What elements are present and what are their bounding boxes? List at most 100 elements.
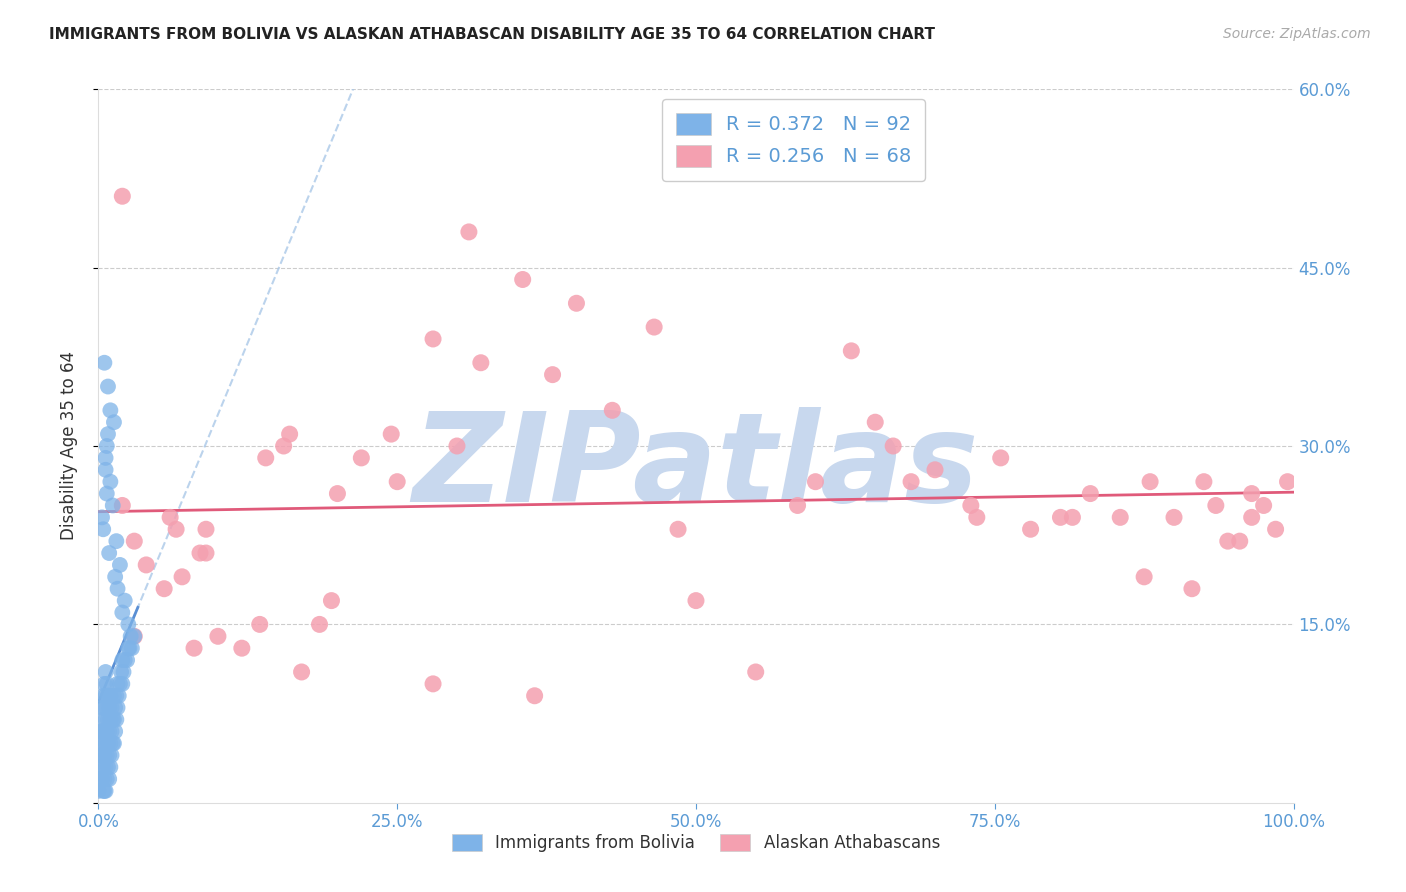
Point bbox=[188, 546, 211, 560]
Point bbox=[104, 724, 127, 739]
Point bbox=[882, 439, 904, 453]
Point bbox=[1133, 570, 1156, 584]
Point bbox=[804, 475, 827, 489]
Point bbox=[90, 748, 112, 763]
Point bbox=[97, 760, 120, 774]
Point bbox=[470, 356, 492, 370]
Point bbox=[273, 439, 295, 453]
Point bbox=[458, 225, 481, 239]
Point bbox=[249, 617, 271, 632]
Point bbox=[98, 748, 121, 763]
Point bbox=[159, 510, 181, 524]
Point bbox=[111, 677, 134, 691]
Point bbox=[104, 570, 127, 584]
Point bbox=[107, 582, 129, 596]
Point bbox=[94, 450, 117, 465]
Point bbox=[91, 689, 114, 703]
Point bbox=[100, 724, 122, 739]
Point bbox=[124, 534, 146, 549]
Point bbox=[865, 415, 887, 429]
Point bbox=[91, 522, 114, 536]
Point bbox=[101, 499, 124, 513]
Point bbox=[100, 748, 122, 763]
Point bbox=[446, 439, 468, 453]
Point bbox=[105, 534, 128, 549]
Point bbox=[98, 475, 122, 489]
Point bbox=[1229, 534, 1251, 549]
Point bbox=[97, 689, 120, 703]
Point bbox=[308, 617, 330, 632]
Point bbox=[100, 700, 122, 714]
Point bbox=[98, 724, 121, 739]
Point bbox=[207, 629, 229, 643]
Point bbox=[94, 784, 117, 798]
Point bbox=[91, 724, 114, 739]
Point bbox=[117, 617, 139, 632]
Point bbox=[111, 499, 134, 513]
Point bbox=[666, 522, 689, 536]
Point bbox=[841, 343, 863, 358]
Point bbox=[93, 700, 115, 714]
Point bbox=[422, 677, 444, 691]
Point bbox=[602, 403, 624, 417]
Point bbox=[107, 700, 129, 714]
Point bbox=[96, 748, 118, 763]
Point bbox=[105, 713, 128, 727]
Point bbox=[90, 724, 112, 739]
Point bbox=[117, 641, 139, 656]
Point bbox=[107, 677, 129, 691]
Point bbox=[96, 486, 118, 500]
Point bbox=[91, 713, 114, 727]
Point bbox=[107, 689, 129, 703]
Point bbox=[96, 677, 118, 691]
Point bbox=[98, 700, 121, 714]
Point bbox=[105, 689, 128, 703]
Point bbox=[91, 510, 114, 524]
Legend: Immigrants from Bolivia, Alaskan Athabascans: Immigrants from Bolivia, Alaskan Athabas… bbox=[446, 827, 946, 859]
Point bbox=[231, 641, 253, 656]
Point bbox=[103, 736, 125, 750]
Text: ZIPatlas: ZIPatlas bbox=[413, 407, 979, 528]
Point bbox=[195, 522, 218, 536]
Point bbox=[115, 653, 138, 667]
Point bbox=[103, 415, 125, 429]
Point bbox=[101, 713, 124, 727]
Point bbox=[87, 784, 110, 798]
Y-axis label: Disability Age 35 to 64: Disability Age 35 to 64 bbox=[59, 351, 77, 541]
Point bbox=[565, 296, 588, 310]
Point bbox=[124, 629, 146, 643]
Text: Source: ZipAtlas.com: Source: ZipAtlas.com bbox=[1223, 27, 1371, 41]
Point bbox=[1080, 486, 1102, 500]
Point bbox=[93, 772, 115, 786]
Point bbox=[93, 784, 115, 798]
Point bbox=[97, 427, 120, 442]
Point bbox=[89, 772, 111, 786]
Point bbox=[1277, 475, 1299, 489]
Point bbox=[108, 677, 131, 691]
Point bbox=[94, 736, 117, 750]
Point bbox=[1109, 510, 1132, 524]
Point bbox=[118, 641, 141, 656]
Point bbox=[96, 700, 118, 714]
Point bbox=[1163, 510, 1185, 524]
Point bbox=[97, 713, 120, 727]
Point bbox=[111, 653, 134, 667]
Point bbox=[1192, 475, 1215, 489]
Point bbox=[112, 665, 135, 679]
Point bbox=[93, 724, 115, 739]
Point bbox=[91, 784, 114, 798]
Point bbox=[1240, 486, 1263, 500]
Point bbox=[111, 606, 134, 620]
Point bbox=[110, 665, 132, 679]
Point bbox=[541, 368, 564, 382]
Point bbox=[98, 713, 122, 727]
Point bbox=[89, 760, 111, 774]
Point bbox=[745, 665, 768, 679]
Point bbox=[93, 356, 115, 370]
Point bbox=[1264, 522, 1286, 536]
Point bbox=[94, 689, 117, 703]
Point bbox=[153, 582, 176, 596]
Point bbox=[380, 427, 402, 442]
Point bbox=[121, 641, 143, 656]
Point bbox=[93, 748, 115, 763]
